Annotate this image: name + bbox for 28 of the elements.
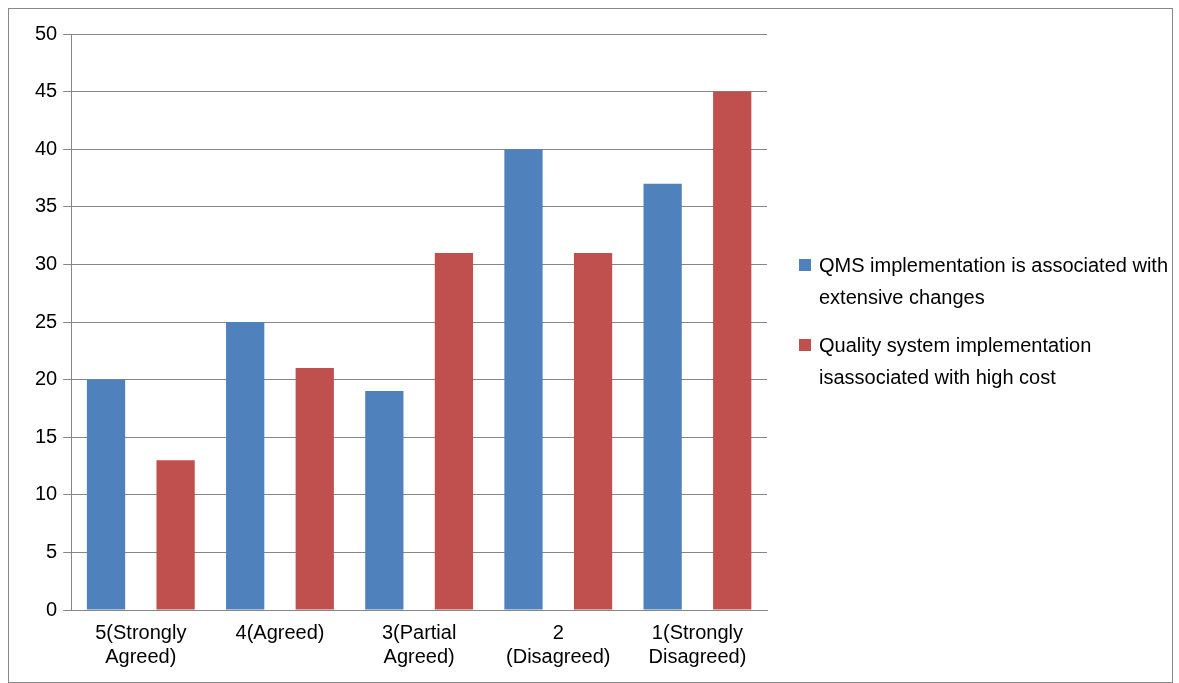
y-tick-label: 25 xyxy=(35,309,58,332)
bar xyxy=(365,391,404,610)
y-tick-label: 30 xyxy=(35,251,58,274)
bar xyxy=(504,149,543,610)
bar xyxy=(226,322,265,610)
y-tick-label: 0 xyxy=(46,597,58,620)
bar xyxy=(295,368,334,610)
y-tick-label: 35 xyxy=(35,194,58,217)
x-tick-label: 2 (Disagreed) xyxy=(506,620,611,667)
x-tick-label: 4(Agreed) xyxy=(235,620,325,643)
x-tick-label: 5(Strongly Agreed) xyxy=(95,620,187,667)
bar xyxy=(713,91,752,610)
bar xyxy=(86,379,126,610)
bar xyxy=(156,460,195,610)
y-tick-label: 45 xyxy=(35,79,58,102)
bar xyxy=(643,183,682,610)
legend-label: QMS implementation is associated with extensive changes xyxy=(819,253,1169,310)
y-tick-label: 10 xyxy=(35,482,58,505)
y-tick-label: 5 xyxy=(46,539,58,562)
y-tick-label: 50 xyxy=(35,21,58,44)
y-tick-label: 15 xyxy=(35,424,58,447)
legend-label: Quality system implementation isassociated with high cost xyxy=(819,333,1093,390)
x-tick-label: 1(Strongly Disagreed) xyxy=(648,620,747,667)
bar xyxy=(573,252,613,610)
y-tick-label: 40 xyxy=(35,136,58,159)
bar xyxy=(434,252,474,610)
y-tick-label: 20 xyxy=(35,367,58,390)
x-tick-label: 3(Partial Agreed) xyxy=(381,620,457,667)
